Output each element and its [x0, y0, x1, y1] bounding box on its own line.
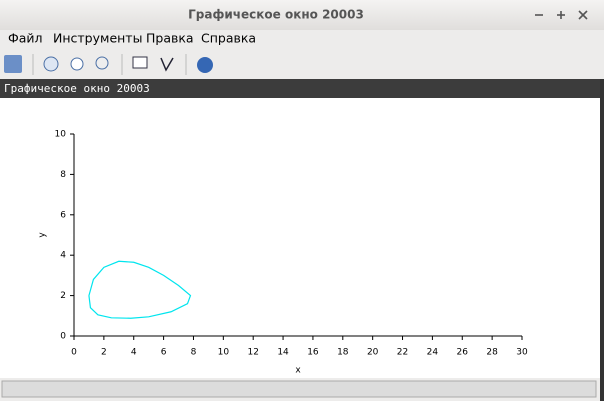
tool-zoom[interactable]: [43, 56, 59, 72]
tool-zoom-area[interactable]: [95, 56, 109, 70]
menu-bar: Файл Инструменты Правка Справка: [8, 31, 256, 46]
toolbar: [4, 54, 213, 75]
tool-zoom-original[interactable]: [70, 57, 84, 71]
x-tick-label: 30: [516, 348, 528, 358]
x-tick-label: 4: [131, 348, 137, 358]
window-edge: [600, 79, 604, 401]
y-tick-label: 2: [60, 291, 66, 301]
x-tick-label: 2: [101, 348, 107, 358]
x-tick-label: 26: [457, 348, 469, 358]
menu-item[interactable]: Инструменты: [53, 31, 142, 46]
y-tick-label: 8: [60, 170, 66, 180]
tool-edit-curve[interactable]: [160, 57, 174, 72]
status-bar: [1, 380, 597, 398]
close-button-bar[interactable]: [578, 10, 588, 20]
figure-title-bar: [0, 79, 600, 98]
x-tick-label: 18: [337, 348, 349, 358]
x-tick-label: 14: [277, 348, 289, 358]
plot-canvas: [0, 98, 600, 378]
x-tick-label: 22: [397, 348, 408, 358]
y-tick-label: 10: [55, 130, 67, 140]
x-tick-label: 12: [247, 348, 258, 358]
x-tick-label: 8: [191, 348, 197, 358]
x-tick-label: 0: [71, 348, 77, 358]
tool-rotate[interactable]: [4, 55, 22, 73]
y-tick-label: 0: [60, 332, 66, 342]
figure-title: Графическое окно 20003: [4, 82, 150, 95]
x-tick-label: 6: [161, 348, 167, 358]
window-title: Графическое окно 20003: [188, 8, 364, 22]
window-controls: [535, 10, 588, 20]
menu-item[interactable]: Справка: [201, 31, 256, 46]
x-tick-label: 16: [307, 348, 319, 358]
x-tick-label: 10: [218, 348, 230, 358]
curve: [88, 260, 192, 319]
y-tick-label: 6: [60, 210, 66, 220]
x-tick-label: 24: [427, 348, 439, 358]
menu-item[interactable]: Правка: [146, 31, 194, 46]
tool-help[interactable]: [197, 57, 213, 73]
y-axis-label: y: [38, 232, 48, 238]
menu-item[interactable]: Файл: [8, 31, 43, 46]
x-tick-label: 28: [486, 348, 498, 358]
x-tick-label: 20: [367, 348, 379, 358]
title-bar: [0, 0, 604, 30]
y-tick-label: 4: [60, 251, 66, 261]
tool-datatip[interactable]: [132, 56, 148, 69]
x-axis-label: x: [295, 366, 301, 376]
